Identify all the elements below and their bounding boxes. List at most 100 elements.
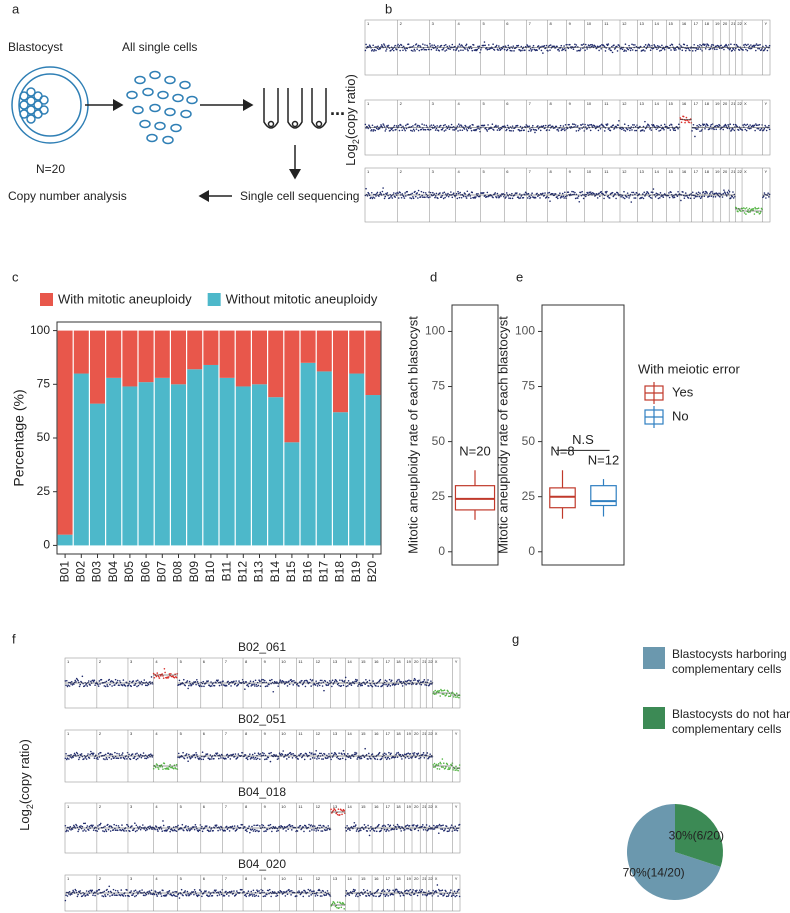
cnv-point [167, 826, 169, 828]
cnv-point [434, 129, 437, 131]
cnv-point [458, 823, 461, 826]
cnv-point [756, 127, 759, 130]
cnv-point [661, 127, 663, 130]
cnv-point [752, 44, 755, 47]
cnv-point [505, 128, 508, 131]
cnv-point [400, 680, 402, 683]
cnv-point [672, 196, 674, 199]
cnv-point [649, 45, 651, 47]
cnv-point [401, 685, 404, 687]
cnv-point [529, 127, 531, 130]
cnv-point [755, 43, 758, 45]
chromosome-label: 8 [245, 804, 248, 809]
cnv-point [210, 758, 212, 760]
cnv-point [154, 828, 156, 831]
cnv-point [347, 756, 350, 758]
cnv-point [499, 128, 502, 131]
cnv-point [455, 48, 458, 50]
cnv-point [104, 753, 107, 756]
cnv-point [64, 680, 67, 682]
cnv-point [531, 192, 533, 194]
chromosome-label: 22 [737, 169, 742, 174]
cnv-point [91, 752, 94, 755]
cnv-point [365, 895, 368, 897]
cnv-point [375, 127, 378, 130]
cnv-point [392, 889, 394, 892]
cnv-point [680, 199, 682, 202]
cnv-point [493, 129, 495, 131]
cnv-point [175, 825, 177, 828]
cnv-point [175, 830, 178, 832]
cnv-point [331, 902, 334, 905]
cnv-point [508, 47, 511, 50]
cnv-point [311, 757, 314, 759]
cnv-point [399, 191, 401, 194]
cnv-point [584, 195, 587, 198]
arrows [85, 99, 301, 202]
cnv-point [193, 826, 195, 828]
cnv-point [460, 125, 463, 127]
cnv-point [441, 828, 444, 831]
pie-label: 30%(6/20) [669, 829, 724, 843]
cnv-point [157, 830, 159, 832]
chromosome-label: 7 [529, 21, 532, 26]
cnv-point [753, 45, 756, 48]
cnv-point [316, 756, 319, 758]
cnv-point [434, 125, 436, 128]
cnv-point [472, 44, 475, 46]
cnv-point [386, 828, 389, 831]
cnv-point [185, 754, 187, 756]
cnv-point [254, 756, 257, 759]
cnv-point [370, 196, 372, 199]
cnv-point [360, 829, 362, 832]
cnv-point [119, 680, 121, 682]
cnv-point [752, 207, 755, 210]
chromosome-label: 17 [694, 169, 699, 174]
cnv-point [460, 196, 463, 199]
cnv-point [542, 52, 544, 54]
cnv-point [686, 44, 688, 47]
cnv-point [513, 50, 515, 52]
cnv-point [113, 823, 115, 826]
cnv-point [356, 679, 359, 681]
cnv-point [470, 47, 473, 50]
cnv-point [532, 44, 535, 47]
cnv-point [588, 191, 591, 194]
cnv-point [419, 45, 421, 47]
cnv-point [134, 753, 137, 755]
cnv-point [321, 679, 323, 682]
cnv-point [235, 893, 237, 896]
cnv-point [275, 895, 277, 897]
cnv-point [195, 892, 197, 895]
cnv-point [657, 197, 660, 200]
cnv-point [258, 753, 260, 756]
cnv-point [748, 207, 751, 210]
cnv-point [147, 683, 150, 686]
cnv-point [470, 197, 472, 199]
cnv-point [358, 829, 361, 832]
cnv-point [430, 680, 432, 682]
cnv-point [364, 49, 367, 52]
cnv-point [395, 826, 397, 828]
cnv-point [745, 44, 748, 47]
cnv-point [129, 758, 132, 761]
cnv-point [552, 125, 554, 128]
chromosome-label: 6 [203, 659, 206, 664]
chromosome-label: 4 [155, 659, 158, 664]
chromosome-label: 5 [482, 21, 485, 26]
cnv-point [435, 763, 438, 766]
cnv-point [369, 45, 372, 48]
cnv-point [431, 44, 433, 46]
cnv-point [579, 49, 581, 52]
cnv-point [359, 757, 361, 760]
cnv-point [314, 684, 317, 686]
cnv-point [586, 48, 588, 50]
chromosome-label: 9 [569, 169, 572, 174]
cnv-point [447, 695, 450, 698]
cnv-point [404, 192, 406, 194]
cnv-point [172, 675, 174, 677]
cnv-point [384, 756, 387, 759]
box-label: N=20 [459, 444, 490, 459]
cnv-point [520, 129, 523, 132]
cnv-point [567, 47, 570, 50]
